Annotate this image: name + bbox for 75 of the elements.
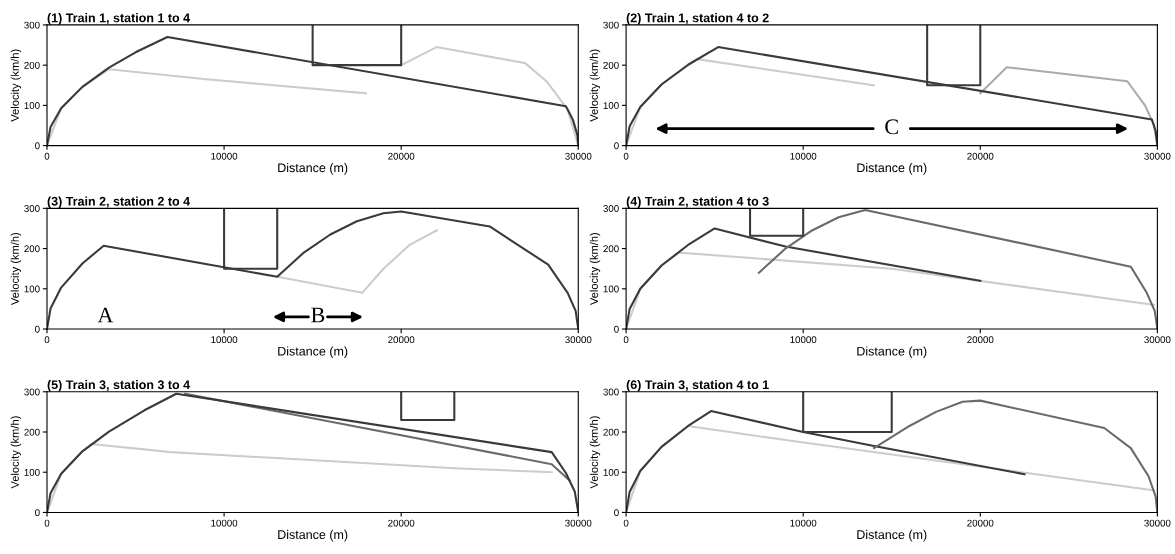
x-axis-title: Distance (m) [857,346,927,359]
y-tick-label: 0 [614,325,619,333]
x-tick-label: 10000 [790,519,817,527]
x-tick-label: 20000 [967,336,994,344]
x-tick-label: 0 [44,152,50,160]
x-tick-label: 20000 [967,519,994,527]
x-tick-label: 30000 [1144,519,1171,527]
x-tick-label: 30000 [1144,336,1171,344]
x-tick-label: 10000 [211,152,238,160]
y-tick-label: 100 [24,102,40,109]
y-tick-label: 300 [603,21,619,29]
y-tick-label: 0 [35,142,40,150]
y-tick-label: 200 [603,61,619,69]
chart-title: (2) Train 1, station 4 to 2 [626,13,769,25]
x-tick-label: 0 [623,519,629,527]
x-tick-label: 0 [623,336,629,344]
x-tick-label: 30000 [565,519,592,527]
y-tick-label: 200 [603,428,619,436]
y-tick-label: 0 [614,142,619,150]
y-axis-title: Velocity (km/h) [10,232,22,306]
y-tick-label: 100 [24,285,40,293]
x-axis-title: Distance (m) [857,529,927,542]
y-tick-label: 300 [603,388,619,396]
chart-title: (1) Train 1, station 1 to 4 [47,13,191,25]
annotation: C [885,119,898,135]
x-axis-title: Distance (m) [278,529,348,542]
x-tick-label: 10000 [790,336,817,344]
y-tick-label: 300 [603,205,619,212]
x-tick-label: 30000 [1144,152,1171,160]
x-tick-label: 10000 [211,519,238,527]
line-series [872,399,1158,513]
y-axis-title: Velocity (km/h) [589,49,601,122]
x-tick-label: 20000 [967,152,994,160]
line-series [276,229,438,294]
y-tick-label: 200 [24,61,40,69]
y-tick-label: 0 [35,509,40,517]
y-axis-title: Velocity (km/h) [589,416,601,489]
x-tick-label: 0 [44,519,50,527]
y-axis-title: Velocity (km/h) [589,232,601,306]
y-tick-label: 0 [35,325,40,333]
x-axis-title: Distance (m) [857,163,927,175]
x-tick-label: 30000 [565,152,592,160]
y-axis-title: Velocity (km/h) [10,49,22,122]
y-tick-label: 0 [614,509,619,517]
x-tick-label: 10000 [790,152,817,160]
y-tick-label: 100 [603,102,619,109]
y-tick-label: 200 [603,245,619,253]
x-tick-label: 0 [44,336,50,344]
annotation: A [97,307,114,323]
y-tick-label: 200 [24,245,40,253]
y-tick-label: 300 [24,388,40,396]
annotation: B [311,307,325,323]
x-tick-label: 10000 [211,336,238,344]
x-axis-title: Distance (m) [278,346,348,359]
y-tick-label: 100 [24,468,40,476]
x-tick-label: 30000 [565,336,592,344]
x-tick-label: 20000 [388,336,415,344]
y-tick-label: 100 [603,285,619,293]
line-series [757,208,1158,330]
x-tick-label: 0 [623,152,629,160]
chart-title: (4) Train 2, station 4 to 3 [626,196,769,209]
chart-title: (5) Train 3, station 3 to 4 [47,379,191,392]
y-axis-title: Velocity (km/h) [10,416,22,489]
x-axis-title: Distance (m) [278,163,348,175]
chart-title: (3) Train 2, station 2 to 4 [47,196,191,209]
x-tick-label: 20000 [388,152,415,160]
x-tick-label: 20000 [388,519,415,527]
y-tick-label: 100 [603,468,619,476]
y-tick-label: 300 [24,205,40,212]
chart-title: (6) Train 3, station 4 to 1 [626,379,769,392]
line-series [47,68,367,146]
y-tick-label: 200 [24,428,40,436]
line-series [400,46,579,146]
y-tick-label: 300 [24,21,40,29]
line-series [47,443,553,513]
